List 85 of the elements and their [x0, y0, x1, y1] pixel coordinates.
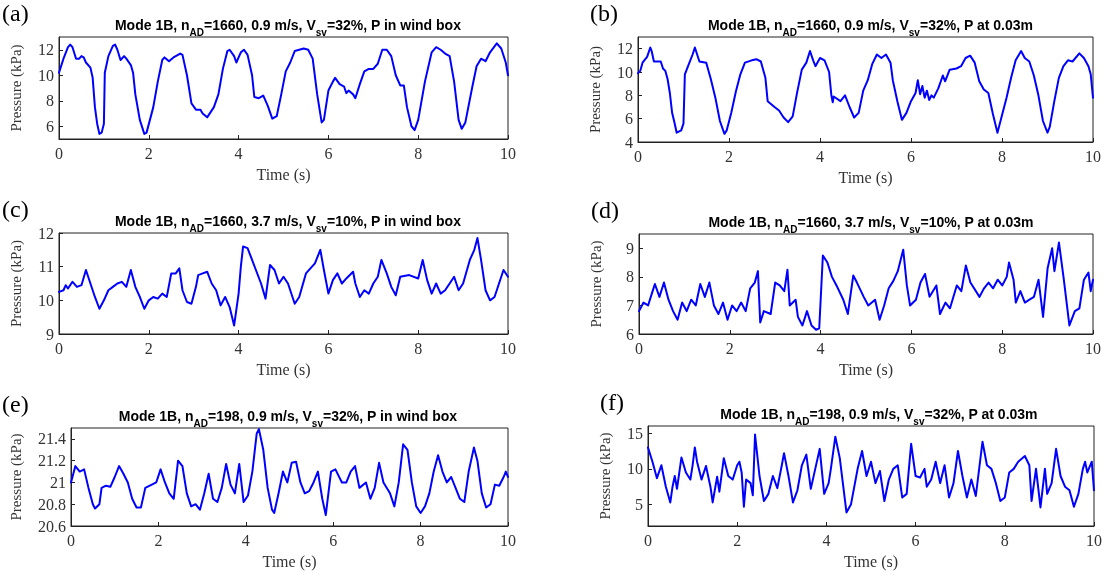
- x-tick-label: 8: [1000, 531, 1009, 549]
- y-axis-title: Pressure (kPa): [587, 240, 605, 328]
- x-tick-label: 8: [414, 144, 423, 162]
- x-axis-title: Time (s): [262, 552, 317, 571]
- x-tick-label: 6: [907, 339, 916, 357]
- x-tick-label: 10: [500, 531, 516, 549]
- x-tick-label: 0: [634, 147, 642, 165]
- x-tick-label: 6: [324, 144, 333, 162]
- y-axis-title: Pressure (kPa): [7, 239, 25, 328]
- x-axis-title: Time (s): [843, 552, 899, 571]
- y-tick-label: 12: [38, 224, 54, 242]
- y-tick-label: 20.6: [38, 517, 66, 535]
- x-tick-label: 10: [1085, 147, 1101, 165]
- x-tick-label: 2: [733, 531, 742, 549]
- x-tick-label: 10: [1085, 339, 1101, 357]
- x-tick-label: 0: [55, 144, 63, 162]
- x-tick-label: 2: [725, 339, 734, 357]
- y-tick-label: 10: [38, 291, 54, 309]
- y-tick-label: 10: [627, 460, 643, 478]
- y-tick-label: 12: [617, 40, 633, 58]
- y-tick-label: 10: [38, 66, 54, 84]
- x-tick-label: 4: [234, 144, 243, 162]
- y-tick-label: 21: [50, 473, 66, 491]
- line-series: [647, 433, 1095, 514]
- x-tick-label: 8: [998, 147, 1006, 165]
- x-tick-label: 0: [644, 531, 652, 549]
- y-tick-label: 4: [625, 133, 633, 151]
- y-tick-label: 8: [626, 268, 634, 286]
- text: (f): [600, 389, 624, 415]
- x-tick-label: 0: [55, 339, 63, 357]
- x-tick-label: 10: [500, 339, 516, 357]
- x-tick-label: 10: [500, 144, 516, 162]
- y-tick-label: 6: [626, 325, 634, 343]
- x-tick-label: 0: [67, 531, 75, 549]
- x-tick-label: 0: [635, 339, 643, 357]
- y-tick-label: 7: [626, 296, 634, 314]
- x-tick-label: 4: [241, 531, 250, 549]
- x-tick-label: 4: [822, 531, 831, 549]
- x-tick-label: 8: [414, 339, 423, 357]
- x-tick-label: 6: [329, 531, 338, 549]
- y-tick-label: 15: [627, 424, 643, 442]
- x-tick-label: 2: [725, 147, 733, 165]
- x-tick-label: 4: [816, 339, 825, 357]
- y-tick-label: 5: [635, 496, 643, 514]
- line-series: [637, 46, 1094, 135]
- y-axis-title: Pressure (kPa): [596, 432, 614, 520]
- x-axis-title: Time (s): [256, 165, 311, 184]
- line-series: [638, 241, 1094, 331]
- y-tick-label: 12: [38, 41, 54, 59]
- line-series: [58, 237, 509, 327]
- x-tick-label: 2: [154, 531, 163, 549]
- text: (d): [591, 197, 619, 223]
- y-tick-label: 21.4: [38, 430, 66, 448]
- y-tick-label: 11: [38, 258, 54, 276]
- y-tick-label: 10: [617, 63, 633, 81]
- x-tick-label: 6: [324, 339, 333, 357]
- y-axis-title: Pressure (kPa): [586, 45, 604, 134]
- x-tick-label: 4: [234, 339, 243, 357]
- x-tick-label: 4: [816, 147, 824, 165]
- text: (b): [590, 0, 618, 26]
- x-tick-label: 10: [1086, 531, 1102, 549]
- line-series: [70, 428, 509, 517]
- y-axis-title: Pressure (kPa): [7, 433, 25, 521]
- x-axis-title: Time (s): [838, 360, 894, 379]
- x-tick-label: 8: [998, 339, 1007, 357]
- text: (a): [2, 0, 29, 26]
- text: (c): [2, 196, 29, 222]
- y-tick-label: 21.2: [38, 452, 66, 470]
- x-tick-label: 8: [416, 531, 425, 549]
- y-tick-label: 9: [46, 325, 54, 343]
- x-axis-title: Time (s): [838, 168, 893, 187]
- x-tick-label: 2: [144, 144, 153, 162]
- y-tick-label: 9: [626, 239, 634, 257]
- y-tick-label: 20.8: [38, 495, 66, 513]
- x-axis-title: Time (s): [256, 360, 311, 379]
- y-axis-title: Pressure (kPa): [7, 44, 25, 132]
- text: (e): [2, 391, 29, 417]
- line-series: [58, 42, 509, 135]
- y-tick-label: 6: [625, 110, 633, 128]
- x-tick-label: 6: [911, 531, 920, 549]
- y-tick-label: 8: [46, 92, 54, 110]
- y-tick-label: 6: [46, 117, 54, 135]
- x-tick-label: 2: [144, 339, 153, 357]
- y-tick-label: 8: [625, 86, 633, 104]
- x-tick-label: 6: [907, 147, 915, 165]
